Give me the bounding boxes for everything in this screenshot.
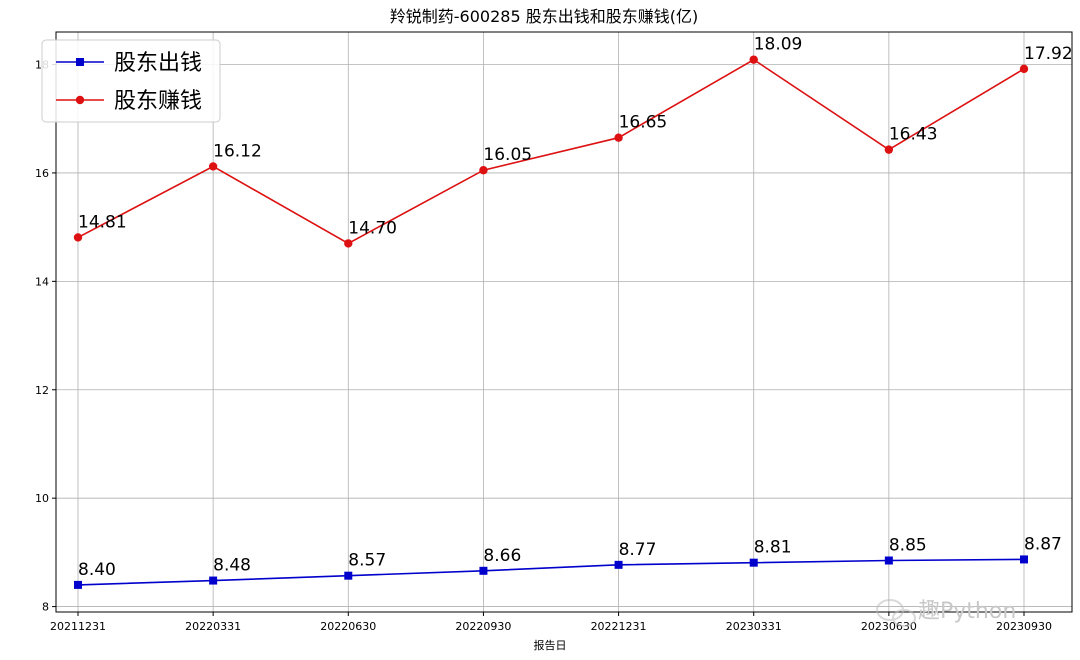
data-label: 8.77 xyxy=(619,540,657,560)
data-label: 16.43 xyxy=(889,125,938,145)
data-point-square xyxy=(614,560,623,569)
data-point-square xyxy=(749,558,758,567)
y-tick-label: 10 xyxy=(35,492,49,505)
data-point-circle xyxy=(1019,64,1029,74)
data-point-circle xyxy=(749,55,758,64)
data-label: 16.12 xyxy=(213,141,262,161)
legend-box xyxy=(41,39,221,123)
data-point-square xyxy=(1020,555,1028,564)
grid-lines xyxy=(56,32,1072,612)
data-point-square xyxy=(74,580,82,589)
data-point-square xyxy=(884,556,893,565)
legend-marker-square xyxy=(76,58,84,66)
data-label: 14.81 xyxy=(78,212,127,232)
axes: 8101214161820211231202203312022063020220… xyxy=(35,31,1073,633)
x-tick-label: 20221231 xyxy=(591,620,647,633)
data-point-circle xyxy=(614,133,623,142)
data-point-square xyxy=(209,576,218,585)
data-label: 8.40 xyxy=(78,560,116,580)
data-point-square xyxy=(479,566,488,575)
data-label: 16.65 xyxy=(619,113,668,133)
x-tick-label: 20211231 xyxy=(50,620,106,633)
data-label: 8.87 xyxy=(1024,534,1062,554)
x-tick-label: 20220930 xyxy=(455,620,511,633)
series-group xyxy=(73,55,1029,589)
y-tick-label: 12 xyxy=(35,384,49,397)
data-point-square xyxy=(344,571,353,580)
x-tick-label: 20230930 xyxy=(996,620,1052,633)
data-label: 8.81 xyxy=(754,538,792,558)
data-label: 8.66 xyxy=(483,546,521,566)
data-label: 17.92 xyxy=(1024,44,1073,64)
y-tick-label: 16 xyxy=(35,167,49,180)
data-labels: 8.40 8.48 8.57 8.66 8.77 8.81 8.85 8.87 14.81 16.… xyxy=(78,35,1073,580)
data-point-circle xyxy=(479,166,488,175)
legend-label: 股东出钱 xyxy=(114,51,202,76)
x-tick-label: 20230331 xyxy=(726,620,782,633)
data-point-circle xyxy=(208,162,218,171)
data-label: 8.57 xyxy=(348,551,386,571)
plot-frame xyxy=(55,31,1073,613)
series-line xyxy=(77,58,1025,245)
watermark: 趣Python xyxy=(876,599,1016,627)
chart-title: 羚锐制药-600285 股东出钱和股东赚钱(亿) xyxy=(390,7,698,26)
data-label: 16.05 xyxy=(483,145,532,165)
x-tick-label: 20220331 xyxy=(185,620,241,633)
series-line xyxy=(77,558,1025,586)
y-tick-label: 8 xyxy=(42,601,49,614)
x-axis-label: 报告日 xyxy=(534,638,567,652)
x-tick-label: 20230630 xyxy=(861,620,917,633)
data-label: 18.09 xyxy=(754,35,803,55)
data-label: 8.85 xyxy=(889,536,927,556)
y-tick-label: 14 xyxy=(35,275,49,288)
x-tick-label: 20220630 xyxy=(320,620,376,633)
legend-marker-circle xyxy=(75,95,85,105)
legend-label: 股东赚钱 xyxy=(114,89,202,114)
watermark-text: 趣Python xyxy=(918,599,1016,624)
data-point-circle xyxy=(884,145,894,154)
data-label: 8.48 xyxy=(213,556,251,576)
data-point-circle xyxy=(73,233,83,242)
data-point-circle xyxy=(344,239,353,248)
wechat-icon xyxy=(876,599,916,627)
data-label: 14.70 xyxy=(348,218,397,238)
